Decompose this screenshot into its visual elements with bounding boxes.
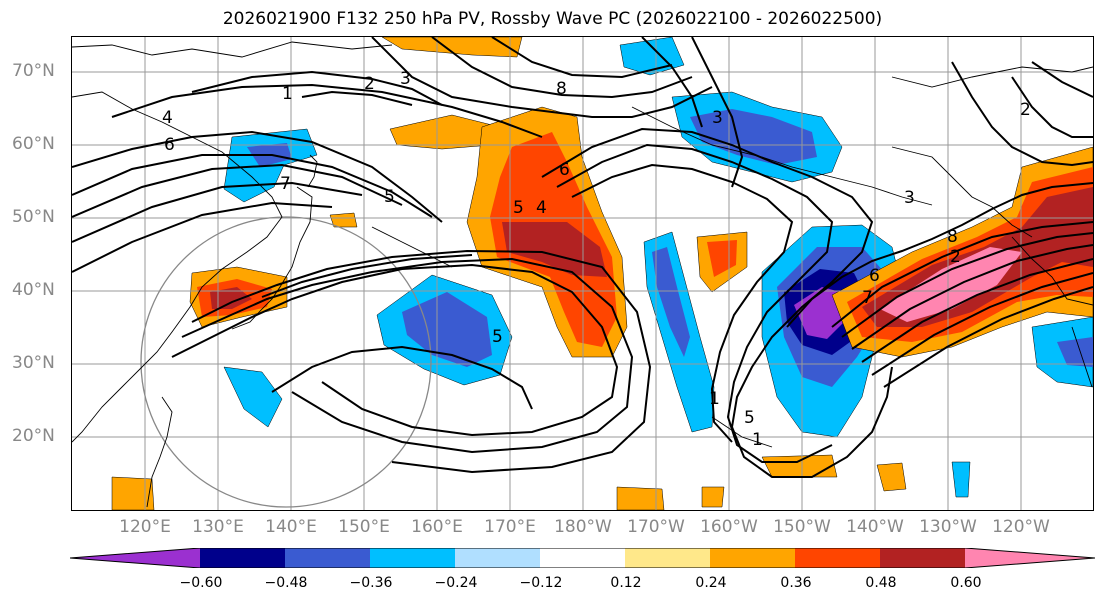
contour-label: 5 bbox=[384, 187, 395, 207]
contour-label: 4 bbox=[536, 198, 547, 218]
map-panel: 1 2 3 4 6 7 5 8 5 4 6 3 1 3 8 2 7 6 5 5 bbox=[71, 36, 1094, 511]
contour-label: 4 bbox=[162, 108, 173, 128]
colorbar-segment bbox=[200, 548, 285, 568]
colorbar-tick-label: 0.12 bbox=[610, 575, 642, 591]
contour-label: 7 bbox=[280, 174, 291, 194]
contour-label: 1 bbox=[709, 389, 720, 409]
contour-label: 2 bbox=[364, 74, 375, 94]
colorbar-tick-label: 0.60 bbox=[950, 575, 982, 591]
contour-label: 5 bbox=[492, 327, 503, 347]
lon-label-120e: 120°E bbox=[119, 517, 171, 537]
contour-label: 6 bbox=[559, 160, 570, 180]
pc-negative-shading bbox=[223, 37, 1093, 498]
colorbar bbox=[70, 548, 1095, 568]
lon-label-140w: 140°W bbox=[846, 517, 904, 537]
reference-circle bbox=[140, 216, 432, 508]
colorbar-tick-label: −0.48 bbox=[264, 575, 308, 591]
contour-label: 2 bbox=[1020, 100, 1031, 120]
lat-label-50: 50°N bbox=[12, 207, 55, 227]
contour-label: 7 bbox=[862, 288, 873, 308]
contour-label: 6 bbox=[869, 266, 880, 286]
colorbar-extend-max bbox=[965, 548, 1095, 568]
lon-label-150e: 150°E bbox=[338, 517, 390, 537]
lon-label-170e: 170°E bbox=[484, 517, 536, 537]
contour-label: 6 bbox=[164, 135, 175, 155]
colorbar-segment bbox=[880, 548, 965, 568]
contour-label: 2 bbox=[950, 247, 961, 267]
lon-label-150w: 150°W bbox=[773, 517, 831, 537]
colorbar-tick-label: −0.12 bbox=[519, 575, 563, 591]
lat-label-70: 70°N bbox=[12, 61, 55, 81]
colorbar-segment bbox=[540, 548, 625, 568]
colorbar-tick-label: −0.24 bbox=[434, 575, 478, 591]
colorbar-segment bbox=[625, 548, 710, 568]
lat-label-20: 20°N bbox=[12, 426, 55, 446]
contour-label: 3 bbox=[712, 108, 723, 128]
colorbar-tick-label: −0.36 bbox=[349, 575, 393, 591]
pv-contours bbox=[72, 37, 1093, 478]
lon-label-160e: 160°E bbox=[411, 517, 463, 537]
contour-label: 1 bbox=[752, 430, 763, 450]
colorbar-tick-label: 0.24 bbox=[695, 575, 727, 591]
contour-label: 8 bbox=[947, 227, 958, 247]
lon-label-140e: 140°E bbox=[265, 517, 317, 537]
contour-label: 3 bbox=[400, 69, 411, 89]
colorbar-segment bbox=[795, 548, 880, 568]
lon-label-130e: 130°E bbox=[192, 517, 244, 537]
lat-label-60: 60°N bbox=[12, 134, 55, 154]
contour-label: 8 bbox=[556, 79, 567, 99]
lon-label-160w: 160°W bbox=[700, 517, 758, 537]
contour-label: 5 bbox=[744, 408, 755, 428]
colorbar-tick-label: −0.60 bbox=[179, 575, 223, 591]
lon-label-130w: 130°W bbox=[919, 517, 977, 537]
lon-label-120w: 120°W bbox=[992, 517, 1050, 537]
colorbar-extend-min bbox=[70, 548, 200, 568]
pc-positive-shading bbox=[111, 37, 1093, 510]
colorbar-tick-label: 0.48 bbox=[865, 575, 897, 591]
lat-label-30: 30°N bbox=[12, 353, 55, 373]
colorbar-segment bbox=[285, 548, 370, 568]
pv-contour-labels: 1 2 3 4 6 7 5 8 5 4 6 3 1 3 8 2 7 6 5 5 bbox=[162, 69, 1031, 450]
colorbar-tick-label: 0.36 bbox=[780, 575, 812, 591]
colorbar-segment bbox=[370, 548, 455, 568]
lat-label-40: 40°N bbox=[12, 280, 55, 300]
colorbar-segment bbox=[455, 548, 540, 568]
contour-label: 3 bbox=[904, 188, 915, 208]
lon-label-180w: 180°W bbox=[554, 517, 612, 537]
colorbar-segment bbox=[710, 548, 795, 568]
lon-label-170w: 170°W bbox=[627, 517, 685, 537]
map-canvas: 1 2 3 4 6 7 5 8 5 4 6 3 1 3 8 2 7 6 5 5 bbox=[72, 37, 1093, 510]
contour-label: 1 bbox=[282, 84, 293, 104]
coastlines bbox=[72, 41, 1093, 508]
contour-label: 5 bbox=[513, 198, 524, 218]
chart-title: 2026021900 F132 250 hPa PV, Rossby Wave … bbox=[222, 9, 883, 29]
